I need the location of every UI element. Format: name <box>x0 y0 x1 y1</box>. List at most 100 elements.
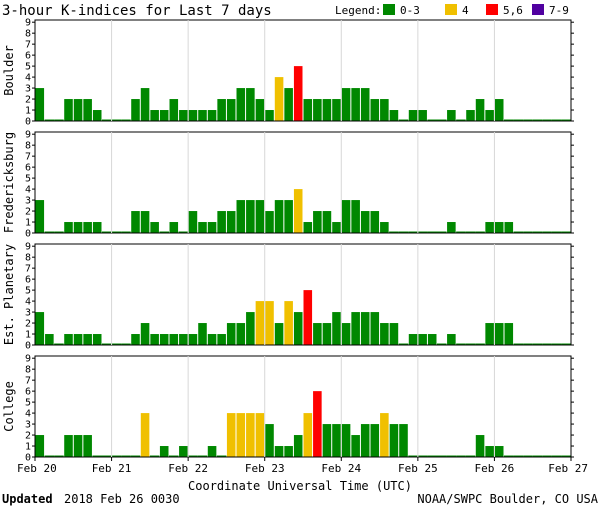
k-bar <box>246 312 255 345</box>
k-bar <box>217 211 226 233</box>
k-bar <box>246 200 255 233</box>
k-bar <box>561 343 571 345</box>
y-tick-label: 8 <box>25 29 31 40</box>
k-bar <box>532 119 543 121</box>
y-tick-label: 4 <box>25 297 31 308</box>
k-bar <box>551 119 562 121</box>
panel-frame <box>34 243 572 346</box>
y-tick-label: 7 <box>25 40 31 51</box>
k-bar <box>102 119 112 121</box>
k-bar <box>370 211 380 233</box>
k-bar <box>408 455 418 457</box>
k-bar <box>351 435 360 457</box>
k-bar <box>475 343 485 345</box>
k-bar <box>465 455 476 457</box>
k-bar <box>389 231 399 233</box>
legend-swatch-1 <box>445 4 457 15</box>
panel-label: Est. Planetary <box>2 244 16 345</box>
k-bar <box>360 88 370 121</box>
x-tick-label: Feb 22 <box>168 462 208 475</box>
legend-item-label: 4 <box>462 4 469 17</box>
k-bar <box>131 334 140 345</box>
chart-title: 3-hour K-indices for Last 7 days <box>2 3 272 19</box>
x-tick-label: Feb 24 <box>321 462 361 475</box>
k-bar <box>35 312 45 345</box>
k-bar <box>35 435 45 457</box>
k-bar <box>102 455 112 457</box>
y-tick-label: 8 <box>25 365 31 376</box>
y-tick-label: 2 <box>25 207 31 218</box>
k-bar <box>121 231 131 233</box>
k-bar <box>437 231 447 233</box>
k-bar <box>485 446 494 457</box>
y-tick-label: 7 <box>25 376 31 387</box>
k-bar <box>246 88 255 121</box>
k-bar <box>322 211 332 233</box>
updated-label: Updated <box>2 492 53 506</box>
k-bar <box>54 343 64 345</box>
k-bar <box>485 222 494 233</box>
k-bar <box>216 455 227 457</box>
source-credit: NOAA/SWPC Boulder, CO USA <box>417 492 598 506</box>
k-bar <box>332 424 341 457</box>
k-bar <box>44 119 55 121</box>
x-tick-label: Feb 20 <box>17 462 57 475</box>
y-tick-label: 4 <box>25 73 31 84</box>
k-bar <box>398 343 409 345</box>
k-bar <box>83 99 92 121</box>
k-bar <box>447 222 456 233</box>
k-bar <box>437 119 447 121</box>
k-bar <box>418 334 427 345</box>
k-bar <box>513 343 524 345</box>
k-bar <box>561 455 571 457</box>
y-tick-label: 0 <box>25 117 31 128</box>
k-bar <box>303 99 313 121</box>
k-bar <box>54 231 64 233</box>
y-tick-label: 1 <box>25 106 31 117</box>
y-tick-label: 6 <box>25 163 31 174</box>
k-bar <box>351 200 360 233</box>
k-bar <box>523 231 533 233</box>
y-tick-label: 3 <box>25 196 31 207</box>
k-bar <box>313 391 322 457</box>
k-bar <box>188 334 198 345</box>
k-bar <box>322 323 332 345</box>
k-bar <box>179 446 188 457</box>
y-tick-label: 3 <box>25 420 31 431</box>
k-bar <box>408 110 418 121</box>
k-bar <box>131 211 140 233</box>
k-bar <box>35 200 45 233</box>
k-bar <box>447 334 456 345</box>
k-bar <box>313 211 322 233</box>
y-tick-label: 5 <box>25 398 31 409</box>
k-bar <box>159 334 169 345</box>
k-bar <box>332 222 341 233</box>
y-tick-label: 6 <box>25 387 31 398</box>
legend-label: Legend: <box>335 4 381 17</box>
k-bar <box>121 455 131 457</box>
k-bar <box>284 200 293 233</box>
k-bar <box>198 110 207 121</box>
legend-swatch-3 <box>532 4 544 15</box>
k-bar <box>341 88 351 121</box>
k-bar <box>274 446 284 457</box>
k-bar <box>398 119 409 121</box>
k-bar <box>513 455 524 457</box>
y-tick-label: 1 <box>25 218 31 229</box>
k-bar <box>92 110 102 121</box>
k-bar <box>45 334 54 345</box>
y-tick-label: 1 <box>25 330 31 341</box>
k-bar <box>111 119 122 121</box>
k-bar <box>198 323 207 345</box>
k-bar <box>475 231 485 233</box>
k-bar <box>417 231 428 233</box>
k-bar <box>532 231 543 233</box>
k-bar <box>188 455 198 457</box>
y-tick-label: 9 <box>25 354 31 365</box>
k-bar <box>551 455 562 457</box>
k-bar <box>150 334 159 345</box>
k-bar <box>64 99 73 121</box>
